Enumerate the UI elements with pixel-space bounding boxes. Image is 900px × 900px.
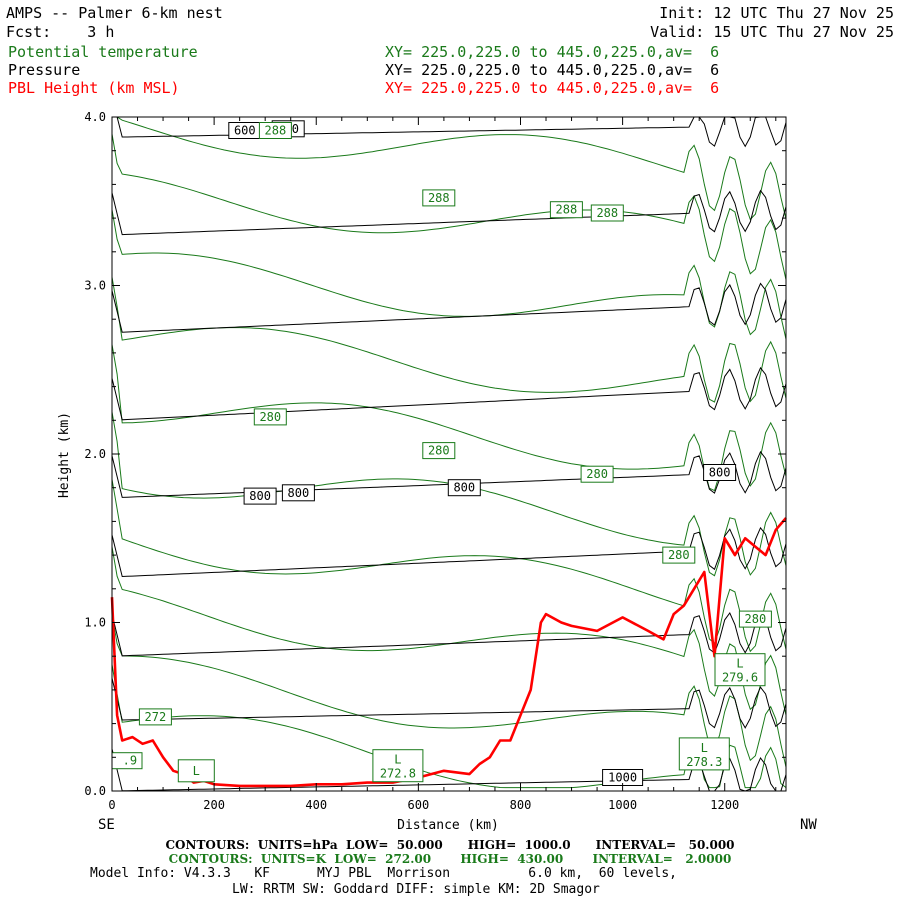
theta-contour-290 bbox=[112, 116, 787, 221]
minimum-letter: L bbox=[701, 741, 708, 755]
minimum-box bbox=[678, 737, 730, 771]
contour-label-box bbox=[281, 484, 315, 502]
x-tick-label: 200 bbox=[203, 798, 225, 812]
x-tick-label: 0 bbox=[108, 798, 115, 812]
pressure-contour-1000 bbox=[111, 748, 787, 792]
y-tick-label: 0.0 bbox=[84, 784, 106, 798]
minimum-value: 272.8 bbox=[380, 767, 416, 781]
contour-label: 600 bbox=[234, 124, 256, 138]
minimum-box bbox=[372, 749, 424, 783]
theta-contour-288 bbox=[111, 133, 787, 280]
x-tick-label: 600 bbox=[408, 798, 430, 812]
field-theta-name: Potential temperature bbox=[8, 43, 198, 61]
footer-theta-contours: CONTOURS: UNITS=K LOW= 272.00 HIGH= 430.… bbox=[168, 852, 732, 866]
contour-label: 288 bbox=[556, 203, 578, 217]
contour-label-box bbox=[703, 464, 737, 481]
x-tick-label: 1200 bbox=[710, 798, 739, 812]
field-pressure-xy: XY= 225.0,225.0 to 445.0,225.0,av= 6 bbox=[385, 61, 720, 79]
field-pbl-xy: XY= 225.0,225.0 to 445.0,225.0,av= 6 bbox=[385, 79, 720, 97]
theta-contour-274 bbox=[111, 614, 787, 768]
y-axis-label: Height (km) bbox=[57, 412, 72, 498]
pressure-contour-750 bbox=[111, 366, 787, 421]
x-tick-label: 800 bbox=[510, 798, 532, 812]
contour-label-box bbox=[738, 610, 772, 628]
contour-label-box bbox=[243, 487, 277, 505]
theta-contour-286 bbox=[111, 209, 787, 340]
axes: 0 200 400 600 800 1000 1200 0.0 1.0 2.0 3.0 4.0 bbox=[84, 110, 787, 812]
contour-label-box bbox=[258, 122, 292, 139]
minimum-box bbox=[177, 759, 215, 783]
minimum-letter: L bbox=[394, 753, 401, 767]
pressure-contour-700 bbox=[111, 282, 787, 333]
minimum-value: 278.3 bbox=[686, 755, 722, 769]
x-tick-label: 400 bbox=[305, 798, 327, 812]
pressure-contour-600 bbox=[112, 116, 787, 148]
field-pbl-name: PBL Height (km MSL) bbox=[8, 79, 180, 97]
contour-label: 272 bbox=[145, 710, 167, 724]
contour-label-box bbox=[590, 204, 624, 222]
contour-label-box bbox=[138, 708, 172, 726]
contour-label: 800 bbox=[453, 481, 475, 495]
minimum-letter: L bbox=[736, 657, 743, 671]
y-tick-label: 3.0 bbox=[84, 279, 106, 293]
right-end-label: NW bbox=[800, 817, 817, 833]
valid-time: Valid: 15 UTC Thu 27 Nov 25 bbox=[650, 23, 894, 41]
contour-label: 288 bbox=[428, 191, 450, 205]
forecast-hour: Fcst: 3 h bbox=[6, 23, 115, 41]
theta-contour-284 bbox=[111, 277, 787, 403]
plot-title: AMPS -- Palmer 6-km nest bbox=[6, 4, 223, 22]
init-time: Init: 12 UTC Thu 27 Nov 25 bbox=[659, 4, 894, 22]
y-tick-label: 1.0 bbox=[84, 616, 106, 630]
contour-label-box bbox=[422, 442, 456, 460]
minimum-value: 279.6 bbox=[722, 671, 758, 685]
contour-label: 800 bbox=[288, 486, 310, 500]
theta-contour-282 bbox=[111, 344, 787, 492]
contour-label: 280 bbox=[586, 467, 608, 481]
contour-label: 800 bbox=[249, 489, 271, 503]
pressure-contour-900 bbox=[111, 610, 787, 657]
contour-label: 280 bbox=[428, 444, 450, 458]
field-theta-xy: XY= 225.0,225.0 to 445.0,225.0,av= 6 bbox=[385, 43, 720, 61]
footer-physics: LW: RRTM SW: Goddard DIFF: simple KM: 2D… bbox=[232, 882, 600, 897]
footer-model-info: Model Info: V4.3.3 KF MYJ PBL Morrison 6… bbox=[90, 866, 677, 881]
contour-labels: 6006002882882882882802802802802808008008… bbox=[111, 120, 772, 786]
x-axis-label: Distance (km) bbox=[397, 818, 499, 833]
contour-label-box bbox=[580, 465, 614, 483]
contour-label-box bbox=[422, 189, 456, 207]
y-tick-label: 2.0 bbox=[84, 447, 106, 461]
contour-label: 288 bbox=[596, 206, 618, 220]
contour-label: 280 bbox=[259, 410, 281, 424]
pressure-contour-650 bbox=[111, 189, 787, 236]
minimum-letter: L bbox=[193, 764, 200, 778]
theta-contour-278 bbox=[111, 479, 787, 653]
contour-label-box bbox=[549, 201, 583, 219]
y-tick-label: 4.0 bbox=[84, 110, 106, 124]
edge-label: .9 bbox=[123, 754, 137, 768]
footer-pressure-contours: CONTOURS: UNITS=hPa LOW= 50.000 HIGH= 10… bbox=[165, 838, 735, 852]
pressure-contour-950 bbox=[111, 677, 787, 729]
contour-label: 800 bbox=[709, 466, 731, 480]
left-end-label: SE bbox=[98, 817, 115, 833]
pressure-contours bbox=[111, 116, 787, 792]
contour-label: 1000 bbox=[608, 771, 637, 785]
contour-label: 280 bbox=[745, 612, 767, 626]
contour-label-box bbox=[447, 479, 481, 497]
theta-contour-272 bbox=[111, 664, 787, 789]
contour-label-box bbox=[253, 408, 287, 426]
contour-label: 288 bbox=[265, 124, 287, 138]
contour-label-box bbox=[662, 546, 696, 564]
minimum-box bbox=[714, 653, 766, 687]
contour-label: 280 bbox=[668, 548, 690, 562]
x-tick-label: 1000 bbox=[608, 798, 637, 812]
field-pressure-name: Pressure bbox=[8, 61, 81, 79]
